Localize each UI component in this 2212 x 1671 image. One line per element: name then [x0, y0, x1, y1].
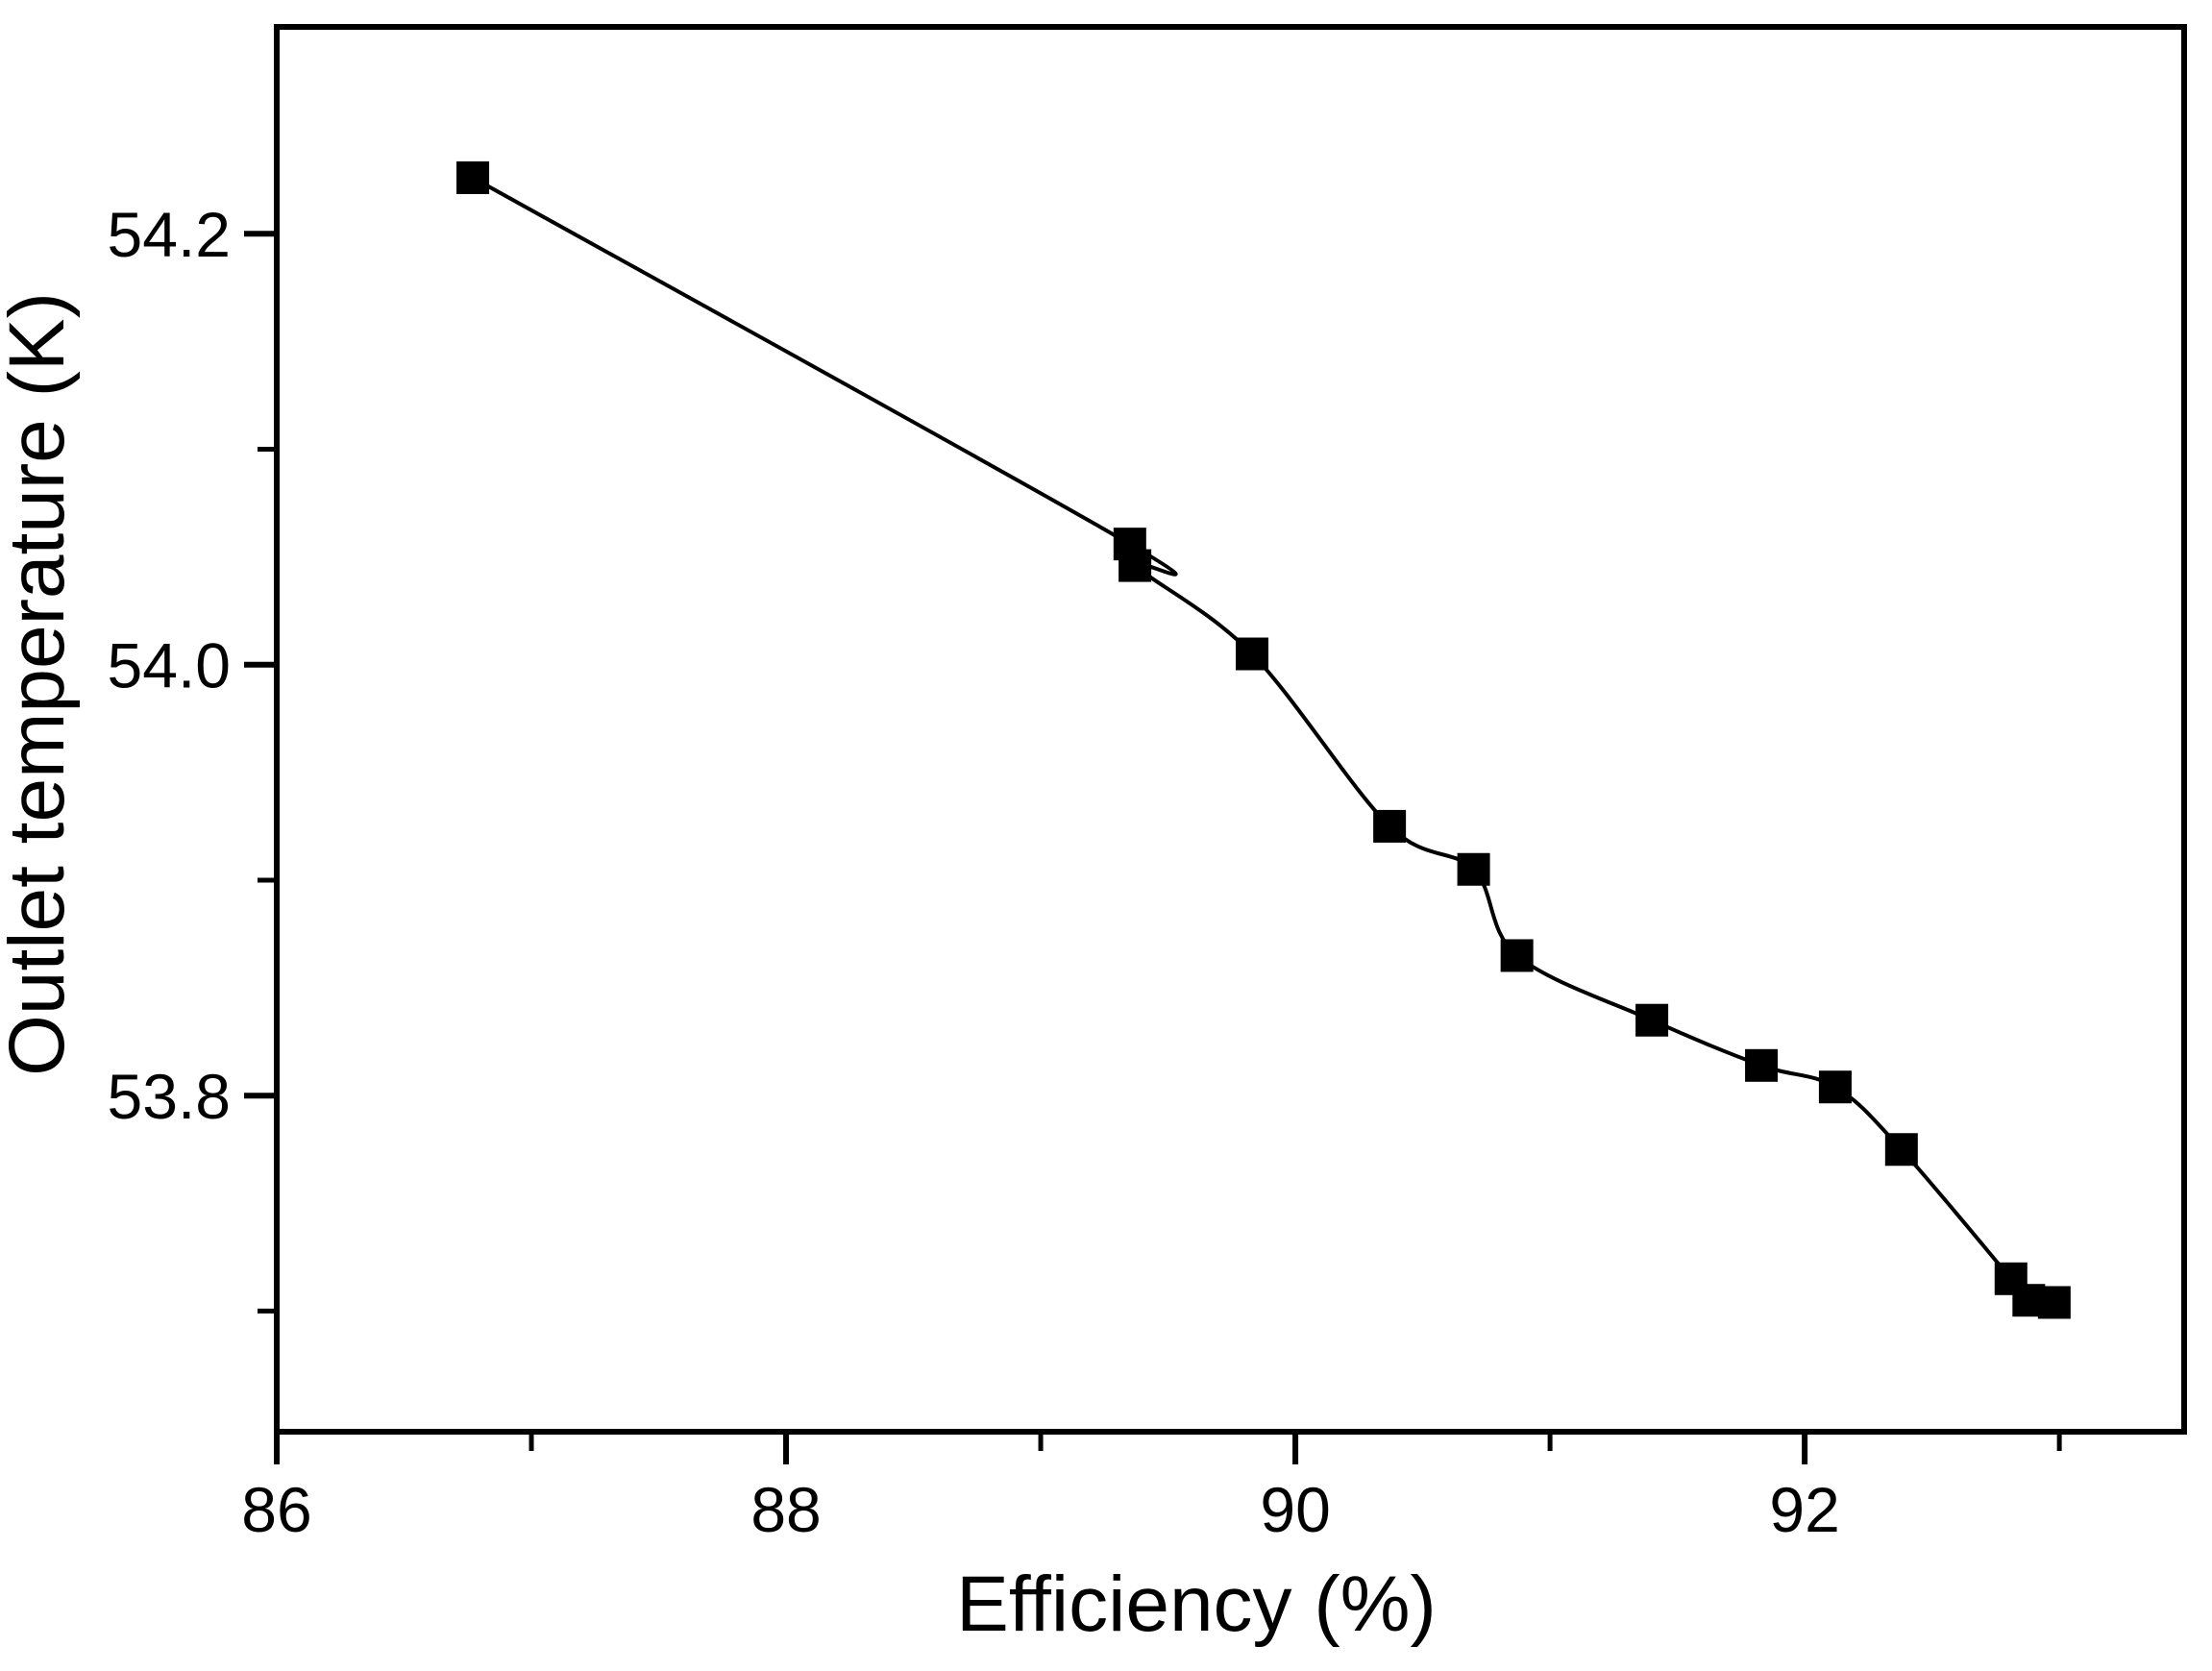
x-tick-label: 92 — [1769, 1474, 1839, 1545]
data-point-marker — [1236, 637, 1269, 671]
data-series-markers — [456, 160, 2071, 1319]
data-point-marker — [1745, 1048, 1779, 1082]
plot-border — [274, 24, 2187, 1435]
y-tick-label: 54.0 — [108, 629, 231, 700]
data-point-marker — [1457, 852, 1490, 886]
data-point-marker — [2037, 1286, 2071, 1319]
x-axis-tick-labels: 86 88 90 92 — [241, 1474, 1840, 1545]
y-tick-label: 54.2 — [108, 199, 231, 270]
x-axis-minor-ticks — [528, 1432, 2062, 1451]
data-point-marker — [1373, 809, 1407, 843]
x-axis-major-ticks — [274, 1432, 1808, 1464]
x-tick-label: 88 — [750, 1474, 821, 1545]
x-tick-label: 86 — [241, 1474, 311, 1545]
data-point-marker — [1500, 939, 1534, 972]
y-axis-title: Outlet temperature (K) — [0, 292, 81, 1076]
y-axis-minor-ticks — [258, 446, 277, 1314]
y-axis-major-ticks — [244, 231, 277, 1099]
x-tick-label: 90 — [1260, 1474, 1330, 1545]
y-axis-tick-labels: 54.2 54.0 53.8 — [108, 199, 231, 1132]
x-axis-title: Efficiency (%) — [956, 1560, 1437, 1648]
y-tick-label: 53.8 — [108, 1061, 231, 1132]
data-point-marker — [1118, 549, 1152, 582]
data-point-marker — [1635, 1003, 1669, 1037]
data-point-marker — [456, 160, 490, 194]
data-point-marker — [1818, 1070, 1852, 1104]
data-point-marker — [1884, 1133, 1918, 1167]
